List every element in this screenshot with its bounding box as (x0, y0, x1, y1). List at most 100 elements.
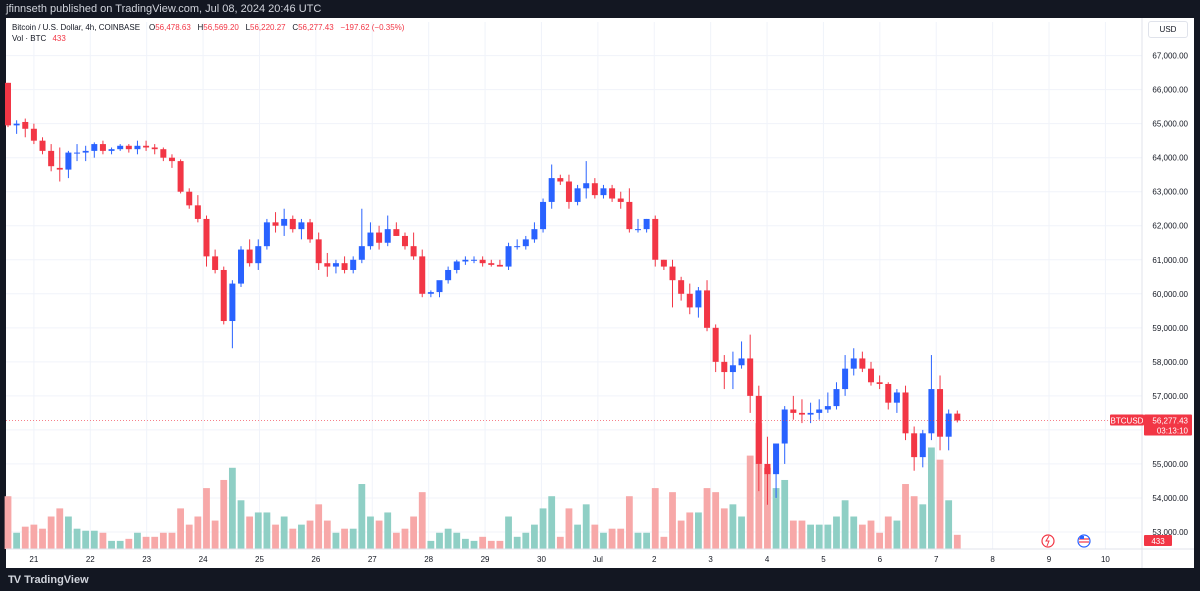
candle-body (781, 409, 788, 444)
candle-body (911, 433, 918, 458)
candle-body (13, 123, 20, 126)
high-value: 56,569.20 (203, 23, 239, 32)
candle-body (660, 259, 667, 267)
tradingview-logo[interactable]: TV TradingView (8, 573, 89, 586)
volume-bar (738, 516, 745, 549)
volume-bar (522, 532, 530, 549)
candle-body (557, 178, 564, 182)
symbol-tag-text: BTCUSD (1111, 416, 1144, 425)
lightning-icon (1045, 535, 1050, 547)
candle-body (704, 290, 711, 328)
candle-body (263, 222, 270, 247)
candle-body (634, 229, 641, 231)
volume-bar (902, 484, 909, 549)
y-tick-label: 54,000.00 (1152, 494, 1188, 503)
candle-body (617, 198, 624, 202)
candle-body (134, 145, 141, 150)
candle-body (937, 389, 944, 437)
y-tick-label: 60,000.00 (1152, 290, 1188, 299)
volume-bar (815, 524, 823, 549)
candle-body (324, 263, 331, 267)
candle-body (868, 368, 874, 383)
candle-body (436, 280, 443, 293)
volume-bar (625, 496, 633, 549)
volume-bar (246, 516, 254, 549)
volume-bar (712, 492, 720, 549)
volume-bar (30, 524, 38, 549)
candle-body (842, 368, 849, 390)
chart-frame[interactable] (6, 18, 1194, 568)
volume-bar (332, 532, 340, 549)
volume-bar (289, 528, 297, 549)
candle-body (669, 266, 676, 281)
candle-body (514, 246, 521, 248)
volume-bar (496, 540, 504, 549)
volume-bar (237, 500, 245, 549)
chart-legend: Bitcoin / U.S. Dollar, 4h, COINBASE O56,… (12, 22, 404, 44)
candle-body (885, 383, 892, 403)
candle-body (928, 389, 935, 434)
candle-body (212, 256, 219, 270)
x-tick-label: 10 (1101, 555, 1110, 564)
volume-bar (807, 524, 814, 549)
candle-body (522, 239, 529, 247)
volume-bar (884, 516, 892, 549)
volume-bar (729, 504, 737, 549)
candle-body (419, 256, 426, 294)
candle-body (565, 181, 572, 202)
candle-body (773, 443, 780, 475)
volume-bar (850, 516, 858, 549)
candle-body (56, 167, 63, 170)
volume-bar (513, 536, 521, 549)
volume-bar (47, 516, 55, 549)
currency-button[interactable]: USD (1148, 21, 1188, 38)
ohlc-row: Bitcoin / U.S. Dollar, 4h, COINBASE O56,… (12, 22, 404, 33)
open-value: 56,478.63 (155, 23, 191, 32)
y-tick-label: 65,000.00 (1152, 120, 1188, 129)
volume-bar (841, 500, 849, 549)
volume-bar (280, 516, 288, 549)
volume-bar (142, 536, 150, 549)
candle-body (712, 327, 719, 362)
candle-body (30, 128, 37, 141)
candle-body (643, 218, 650, 230)
volume-bar (228, 467, 236, 549)
volume-bar (893, 520, 901, 549)
volume-bar (928, 447, 935, 549)
volume-bar (272, 524, 279, 549)
volume-bar (125, 538, 133, 549)
candle-body (747, 358, 754, 396)
candle-body (168, 157, 175, 162)
symbol-text: Bitcoin / U.S. Dollar, 4h, COINBASE (12, 23, 141, 32)
candles (5, 82, 961, 505)
flag-canton (1080, 536, 1084, 539)
candle-body (332, 263, 339, 267)
candle-body (307, 222, 314, 240)
volume-bar (470, 540, 478, 549)
candle-body (125, 145, 132, 150)
candle-body (203, 218, 210, 257)
volume-bar (444, 528, 452, 549)
volume-bar (953, 534, 961, 549)
candle-body (790, 409, 797, 413)
candle-body (893, 392, 900, 403)
candle-body (729, 365, 736, 373)
price-tag-value: 56,277.43 (1152, 416, 1188, 425)
candle-body (401, 235, 408, 247)
volume-bar (660, 536, 668, 549)
candle-body (74, 152, 81, 154)
volume-bar (185, 524, 193, 549)
x-tick-label: 25 (255, 555, 264, 564)
volume-bar (695, 512, 702, 549)
footer-bar: TV TradingView (0, 568, 1200, 591)
x-tick-label: 23 (142, 555, 151, 564)
candle-body (82, 150, 89, 153)
volume-bar (220, 479, 228, 549)
x-tick-label: 26 (311, 555, 320, 564)
volume-bar (116, 540, 124, 549)
candle-body (548, 178, 555, 202)
volume-bar (600, 532, 607, 549)
volume-bar (56, 508, 64, 549)
candle-body (453, 261, 460, 270)
